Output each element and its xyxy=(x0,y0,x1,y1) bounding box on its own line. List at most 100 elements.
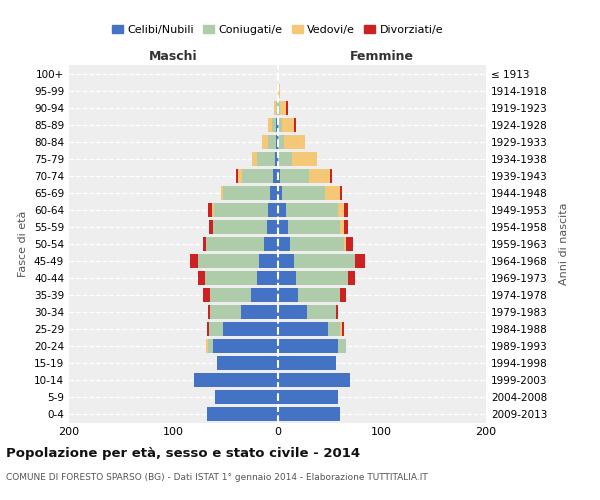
Bar xyxy=(206,237,264,250)
Bar xyxy=(277,220,288,234)
Bar xyxy=(277,186,281,200)
Legend: Celibi/Nubili, Coniugati/e, Vedovi/e, Divorziati/e: Celibi/Nubili, Coniugati/e, Vedovi/e, Di… xyxy=(107,20,448,40)
Bar xyxy=(284,134,305,148)
Bar xyxy=(198,271,205,285)
Bar xyxy=(277,84,280,98)
Bar xyxy=(307,305,336,319)
Bar xyxy=(328,322,340,336)
Bar xyxy=(241,305,277,319)
Bar xyxy=(290,237,344,250)
Bar xyxy=(338,202,344,216)
Bar xyxy=(340,186,342,200)
Bar xyxy=(208,339,213,353)
Bar xyxy=(205,271,257,285)
Bar xyxy=(325,186,340,200)
Bar xyxy=(257,271,277,285)
Bar xyxy=(342,322,344,336)
Bar xyxy=(277,254,294,268)
Bar xyxy=(268,134,277,148)
Bar xyxy=(274,100,277,114)
Bar xyxy=(296,271,349,285)
Bar xyxy=(203,288,210,302)
Bar xyxy=(198,254,259,268)
Bar xyxy=(272,118,277,132)
Bar xyxy=(277,168,280,182)
Bar xyxy=(270,186,277,200)
Bar xyxy=(223,322,277,336)
Bar xyxy=(281,118,294,132)
Bar xyxy=(257,152,275,166)
Bar xyxy=(253,152,257,166)
Bar xyxy=(208,305,210,319)
Bar xyxy=(286,100,288,114)
Bar xyxy=(206,322,209,336)
Bar xyxy=(206,339,208,353)
Bar xyxy=(349,271,355,285)
Bar xyxy=(264,237,277,250)
Bar xyxy=(294,254,355,268)
Bar xyxy=(242,168,274,182)
Bar xyxy=(280,168,309,182)
Bar xyxy=(275,152,277,166)
Text: Popolazione per età, sesso e stato civile - 2014: Popolazione per età, sesso e stato civil… xyxy=(6,448,360,460)
Bar xyxy=(280,100,286,114)
Bar xyxy=(329,168,332,182)
Bar xyxy=(277,356,336,370)
Bar xyxy=(259,254,277,268)
Bar xyxy=(212,202,214,216)
Bar xyxy=(277,202,286,216)
Bar xyxy=(277,100,280,114)
Bar xyxy=(277,152,292,166)
Bar xyxy=(277,322,328,336)
Bar xyxy=(346,237,353,250)
Bar xyxy=(203,237,206,250)
Bar xyxy=(288,220,340,234)
Bar xyxy=(277,237,290,250)
Bar xyxy=(194,373,277,387)
Text: Maschi: Maschi xyxy=(149,50,197,62)
Bar xyxy=(277,390,338,404)
Text: Femmine: Femmine xyxy=(350,50,414,62)
Bar xyxy=(277,288,298,302)
Bar xyxy=(210,288,251,302)
Bar xyxy=(277,305,307,319)
Bar xyxy=(268,202,277,216)
Bar xyxy=(209,220,213,234)
Bar xyxy=(340,322,342,336)
Bar xyxy=(277,339,338,353)
Bar xyxy=(210,305,241,319)
Bar xyxy=(298,288,340,302)
Bar xyxy=(292,152,317,166)
Bar xyxy=(338,339,346,353)
Bar xyxy=(236,168,238,182)
Bar xyxy=(262,134,268,148)
Bar xyxy=(223,186,270,200)
Bar xyxy=(294,118,296,132)
Bar xyxy=(206,407,277,421)
Bar xyxy=(213,220,267,234)
Bar xyxy=(238,168,242,182)
Bar xyxy=(221,186,223,200)
Bar xyxy=(277,373,350,387)
Bar xyxy=(344,237,346,250)
Bar xyxy=(355,254,365,268)
Text: COMUNE DI FORESTO SPARSO (BG) - Dati ISTAT 1° gennaio 2014 - Elaborazione TUTTIT: COMUNE DI FORESTO SPARSO (BG) - Dati IST… xyxy=(6,472,428,482)
Y-axis label: Fasce di età: Fasce di età xyxy=(19,210,28,277)
Bar xyxy=(277,118,281,132)
Bar xyxy=(309,168,329,182)
Bar xyxy=(277,134,284,148)
Bar xyxy=(340,220,344,234)
Bar xyxy=(217,356,277,370)
Y-axis label: Anni di nascita: Anni di nascita xyxy=(559,202,569,285)
Bar xyxy=(213,339,277,353)
Bar xyxy=(336,305,338,319)
Bar xyxy=(214,202,268,216)
Bar xyxy=(344,202,349,216)
Bar xyxy=(277,271,296,285)
Bar xyxy=(286,202,338,216)
Bar xyxy=(215,390,277,404)
Bar xyxy=(277,407,340,421)
Bar xyxy=(208,202,212,216)
Bar xyxy=(344,220,349,234)
Bar xyxy=(190,254,198,268)
